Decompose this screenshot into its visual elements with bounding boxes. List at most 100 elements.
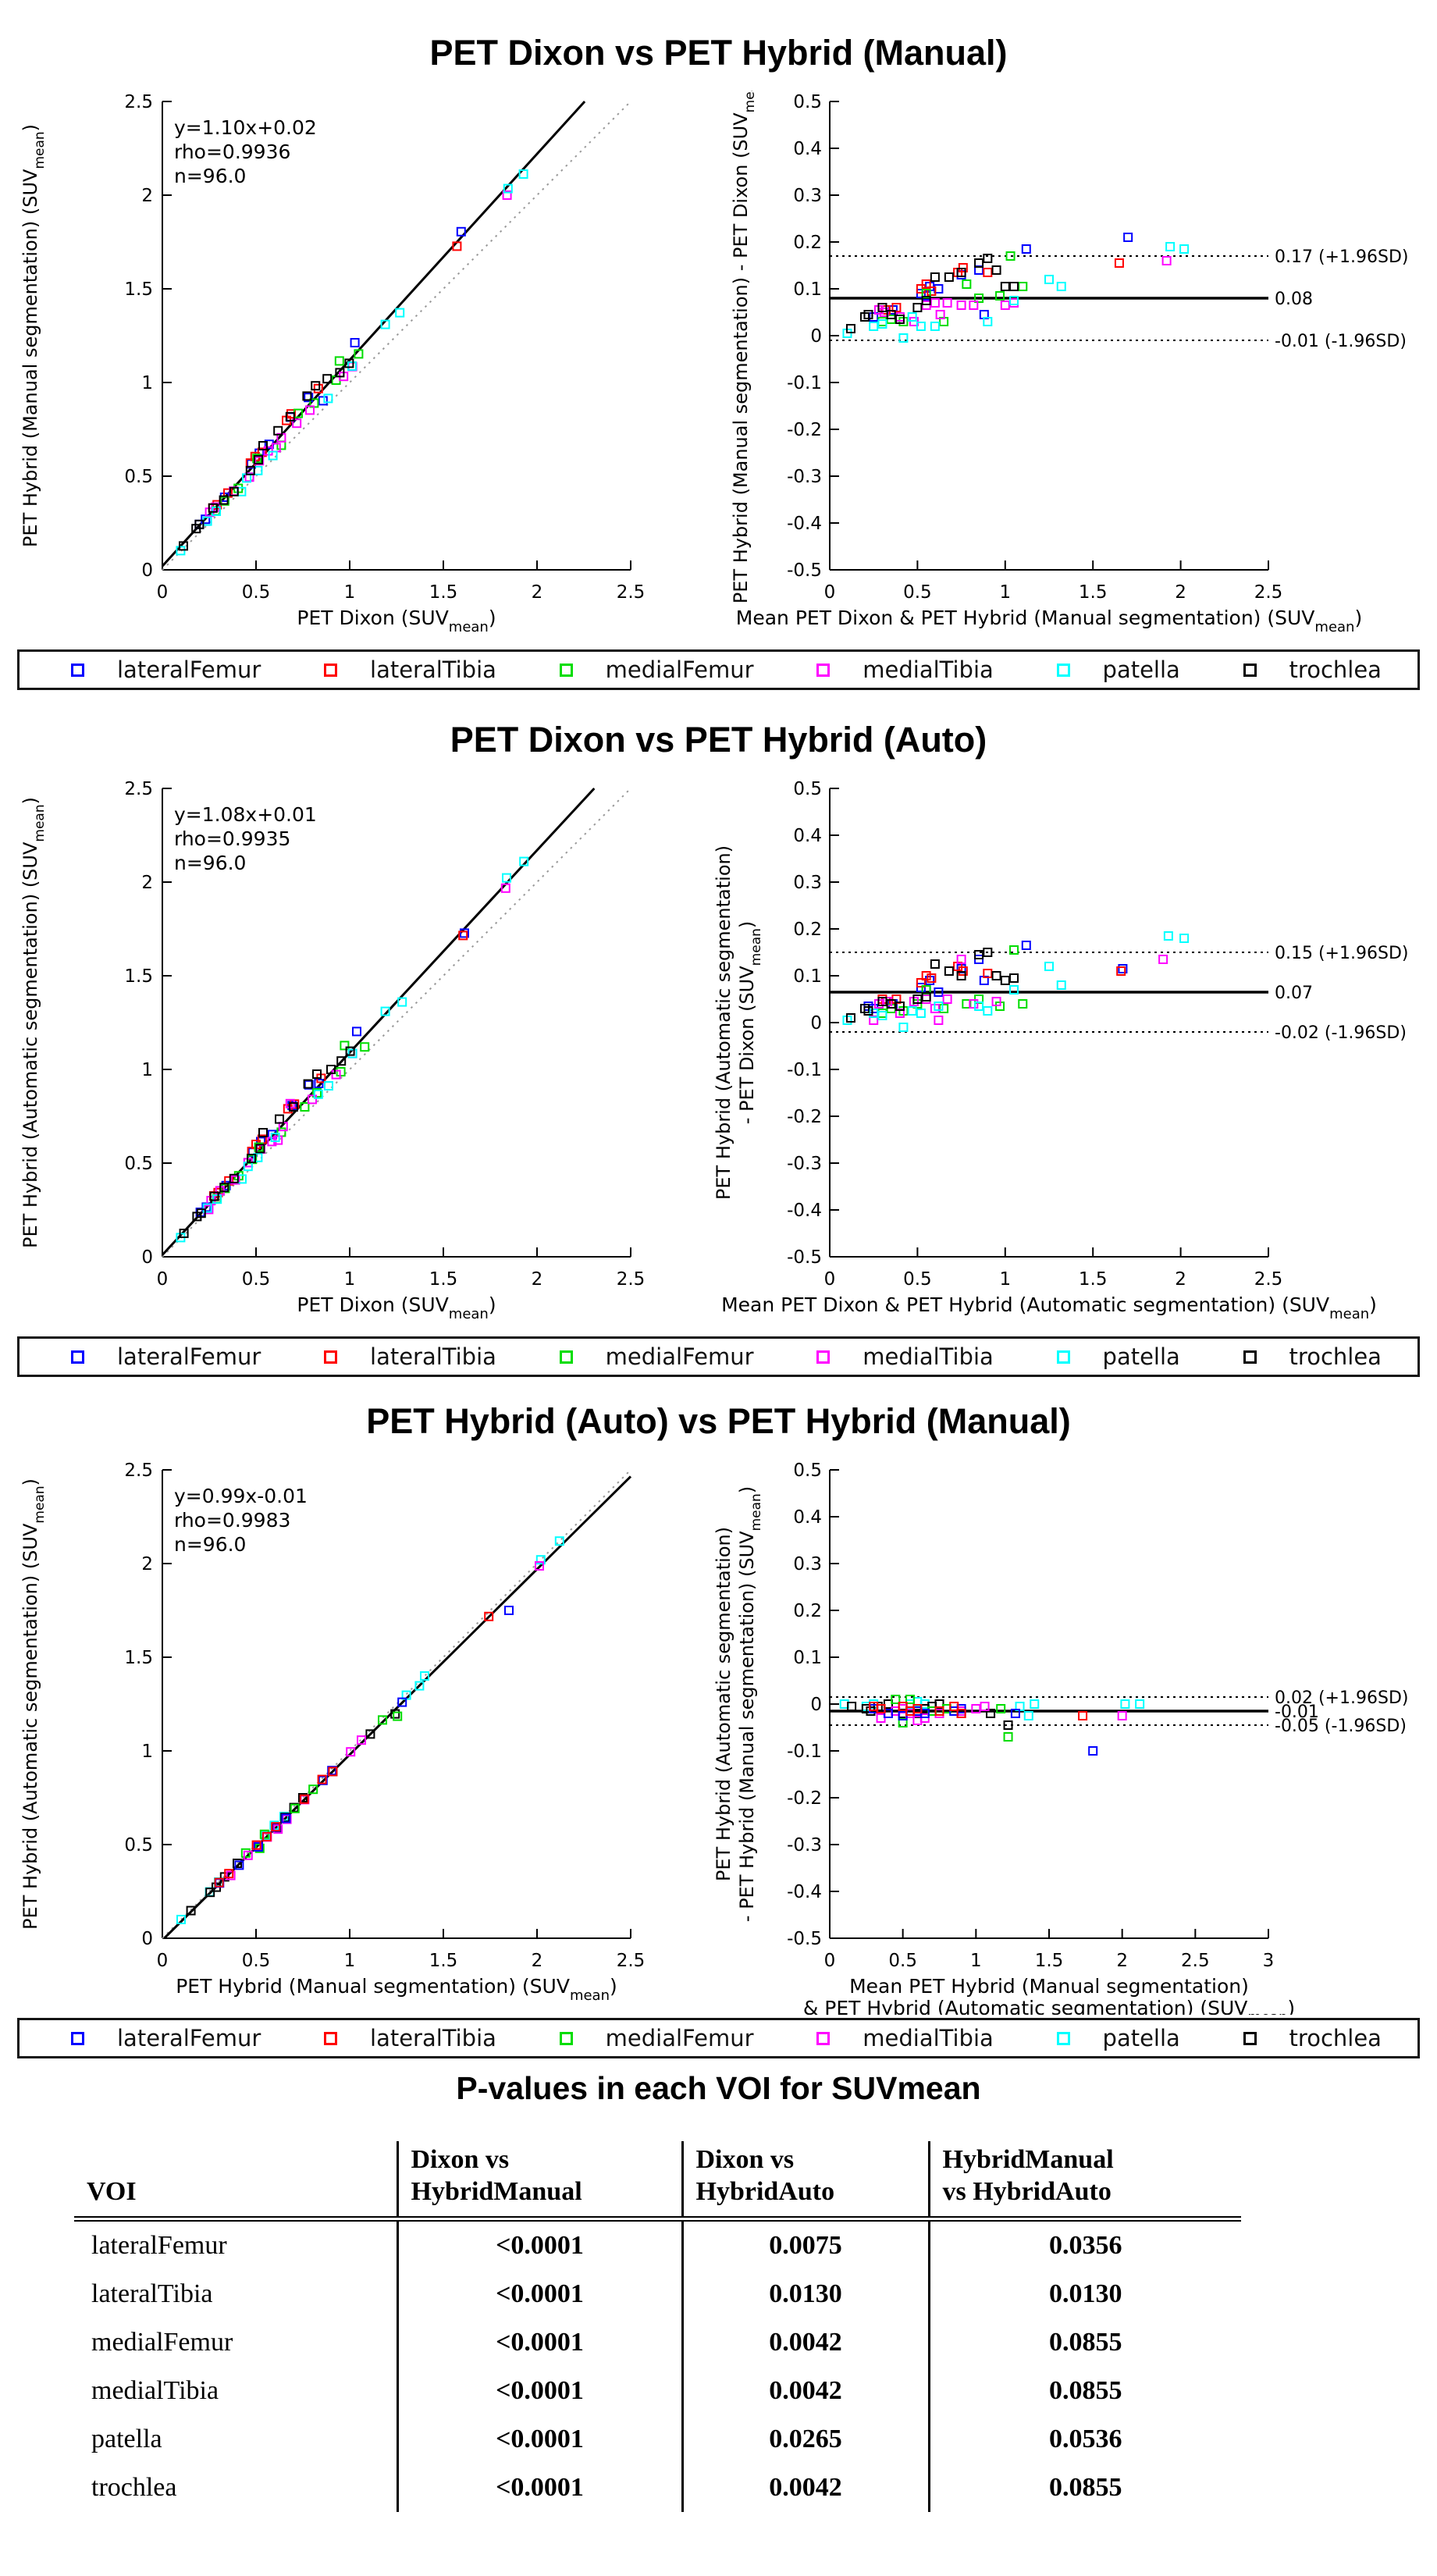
data-point-marker: [1021, 244, 1031, 254]
data-point-marker: [208, 503, 218, 513]
data-point-marker: [974, 950, 984, 959]
x-tick-label: 2: [1175, 582, 1186, 603]
data-point-marker: [229, 486, 239, 496]
data-point-marker: [324, 1081, 333, 1091]
data-point-marker: [397, 1697, 407, 1707]
data-point-marker: [252, 454, 262, 464]
data-point-marker: [934, 1706, 944, 1716]
data-point-marker: [1117, 1711, 1127, 1720]
data-point-marker: [956, 1709, 966, 1718]
data-point-marker: [912, 1704, 923, 1713]
x-tick-label: 2: [1175, 1269, 1186, 1290]
identity-line: [162, 1469, 631, 1939]
legend-label: medialTibia: [863, 656, 994, 683]
data-point-marker: [877, 319, 887, 329]
table-row: patella <0.0001 0.0265 0.0536: [74, 2414, 1241, 2464]
data-point-marker: [254, 455, 263, 464]
data-point-marker: [289, 1802, 299, 1813]
data-point-marker: [845, 1013, 855, 1023]
data-point-marker: [395, 308, 405, 318]
loa-label: -0.02 (-1.96SD): [1275, 1023, 1407, 1043]
y-tick-label: 1: [141, 1742, 153, 1762]
p-value-cell: 0.0536: [927, 2414, 1241, 2464]
x-tick-label: 0: [157, 1269, 169, 1290]
y-tick-label: 0.5: [793, 92, 822, 112]
data-point-marker: [179, 541, 188, 551]
x-axis-title: & PET Hybrid (Automatic segmentation) (S…: [803, 1997, 1295, 2015]
data-point-marker: [221, 1180, 231, 1190]
x-axis-title: PET Hybrid (Manual segmentation) (SUVmea…: [176, 1975, 617, 2004]
data-point-marker: [969, 999, 979, 1009]
data-point-marker: [452, 241, 462, 251]
data-point-marker: [535, 1555, 546, 1565]
legend-item-patella: patella: [1056, 2025, 1180, 2051]
data-point-marker: [1158, 955, 1168, 964]
legend-marker-icon: [559, 1350, 573, 1364]
figure-row-dixon-vs-hybrid-manual: PET Dixon vs PET Hybrid (Manual) 0 0.5 1 1.…: [0, 33, 1437, 690]
p-value-cell: 0.0075: [681, 2218, 929, 2270]
axes: [829, 1469, 1269, 1939]
data-point-marker: [326, 1065, 336, 1074]
data-point-marker: [535, 1561, 544, 1571]
loa-label: 0.07: [1275, 984, 1313, 1003]
data-point-marker: [991, 971, 1001, 980]
y-tick-label: 0.3: [793, 186, 822, 206]
p-value-cell: <0.0001: [396, 2463, 682, 2512]
data-point-marker: [275, 1114, 284, 1124]
data-point-marker: [912, 994, 923, 1004]
data-point-marker: [930, 959, 940, 969]
data-point-marker: [983, 969, 993, 978]
data-point-marker: [312, 1069, 322, 1079]
data-point-marker: [261, 1831, 272, 1841]
data-point-marker: [254, 456, 265, 466]
data-point-marker: [261, 1831, 270, 1840]
data-point-marker: [1165, 242, 1176, 251]
data-point-marker: [956, 268, 966, 277]
x-tick-label: 2.5: [1254, 1269, 1283, 1290]
legend-item-lateralTibia: lateralTibia: [324, 2025, 496, 2051]
legend-marker-icon: [1056, 663, 1070, 677]
data-point-marker: [1056, 980, 1066, 990]
x-tick-label: 0.5: [903, 582, 932, 603]
y-tick-label: 1.5: [124, 966, 153, 987]
data-point-marker: [1005, 251, 1016, 261]
x-tick-label: 2.5: [1254, 582, 1283, 603]
y-tick-label: -0.3: [787, 1154, 822, 1174]
data-point-marker: [1114, 258, 1124, 268]
data-point-marker: [253, 1152, 263, 1162]
voi-cell: lateralTibia: [91, 2279, 213, 2308]
legend-marker-icon: [1243, 1350, 1257, 1364]
x-tick-label: 1: [999, 1269, 1011, 1290]
row-title: PET Hybrid (Auto) vs PET Hybrid (Manual): [366, 1401, 1071, 1441]
x-tick-label: 1: [344, 582, 356, 603]
data-point-marker: [876, 1704, 886, 1713]
data-point-marker: [279, 1812, 289, 1821]
data-point-marker: [891, 1695, 901, 1704]
data-point-marker: [986, 1709, 996, 1718]
data-point-marker: [930, 322, 940, 331]
data-point-marker: [308, 1094, 317, 1105]
legend-marker-icon: [324, 663, 338, 677]
y-tick-label: 0.3: [793, 1554, 822, 1574]
x-tick-label: 0.5: [242, 1951, 271, 1971]
x-axis-title: PET Dixon (SUVmean): [297, 607, 496, 635]
data-point-marker: [1009, 945, 1019, 955]
data-point-marker: [971, 1704, 981, 1713]
y-axis-title: PET Hybrid (Manual segmentation) - PET D…: [730, 91, 758, 603]
p-value-cell: <0.0001: [396, 2269, 682, 2318]
identity-line: [162, 101, 631, 571]
legend-item-trochlea: trochlea: [1243, 656, 1382, 683]
data-point-marker: [898, 333, 909, 343]
plots-container: 0 0.5 1 1.5 2 2.5 0 0.5 1 1.5 2 2.5 y=0.99x-0.01 rho=…: [0, 1459, 1437, 2015]
data-point-marker: [280, 1813, 290, 1823]
x-tick-label: 2.5: [1181, 1951, 1210, 1971]
data-point-marker: [328, 1767, 338, 1777]
data-point-marker: [219, 496, 229, 506]
data-point-marker: [1135, 1699, 1145, 1709]
legend-item-patella: patella: [1056, 1343, 1180, 1370]
y-axis-title: PET Hybrid (Manual segmentation) (SUVmea…: [20, 124, 48, 547]
data-point-marker: [886, 310, 896, 319]
x-tick-label: 1.5: [1079, 1269, 1108, 1290]
data-point-marker: [905, 1695, 916, 1704]
data-point-marker: [202, 1203, 212, 1213]
